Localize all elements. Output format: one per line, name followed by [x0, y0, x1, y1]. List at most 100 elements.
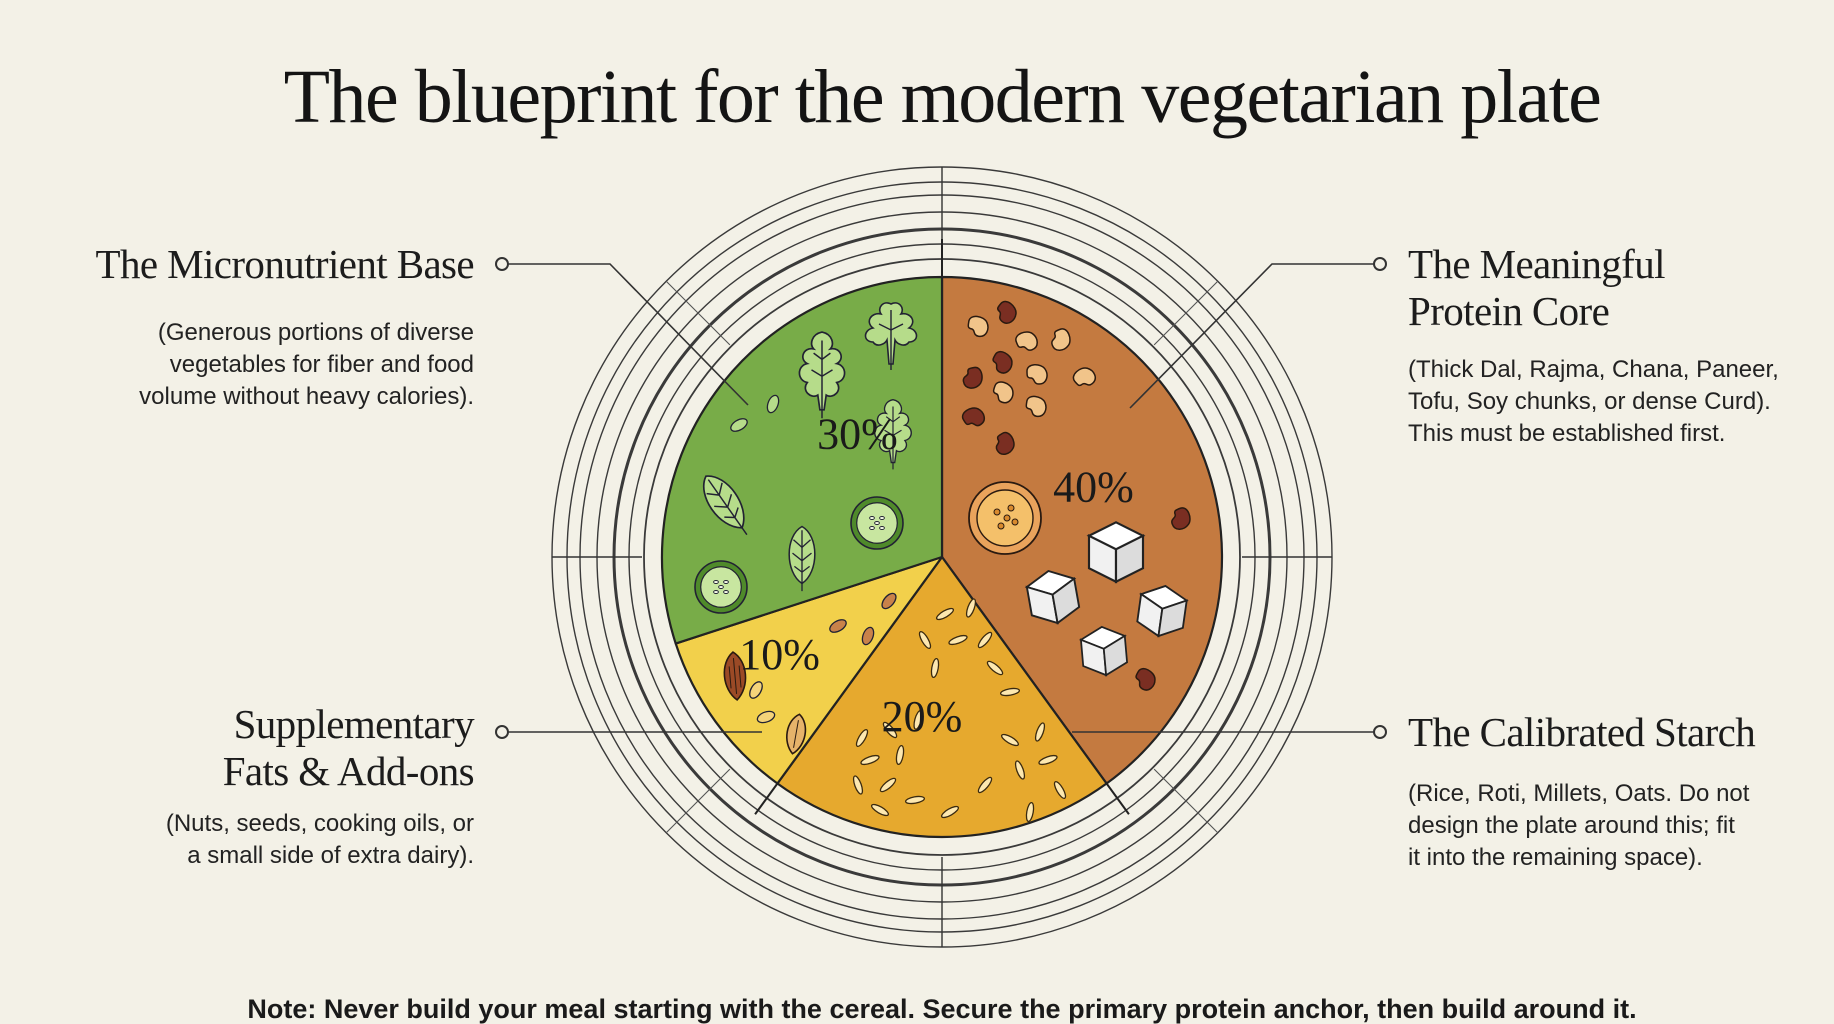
- seed-icon: [861, 626, 875, 646]
- callout-heading-line: Supplementary: [234, 701, 476, 747]
- spinach-icon: [703, 475, 748, 536]
- pie-slice-fats: [674, 555, 944, 785]
- callout-description-line: (Nuts, seeds, cooking oils, or: [166, 810, 474, 837]
- callout-heading-starch: The Calibrated Starch: [1408, 709, 1755, 755]
- bean-icon: [1072, 367, 1096, 387]
- paneer-cube-icon: [1078, 625, 1128, 677]
- rice-grain-icon: [855, 728, 869, 748]
- bean-icon: [1025, 395, 1047, 418]
- percentage-labels: 40% 20% 10% 30%: [739, 410, 1134, 742]
- bean-icon: [1026, 364, 1048, 385]
- pct-label-fats: 10%: [739, 630, 820, 679]
- rice-grain-icon: [977, 631, 993, 649]
- pct-label-micronutrient: 30%: [817, 410, 898, 459]
- bean-icon: [962, 366, 983, 389]
- bean-shape: [1026, 364, 1048, 385]
- callout-heading-line: Fats & Add-ons: [223, 748, 474, 794]
- bean-shape: [1025, 395, 1047, 418]
- lettuce-icon: [798, 331, 846, 419]
- callout-heading-protein: The Meaningful Protein Core: [1408, 241, 1665, 334]
- basil-icon: [874, 399, 912, 470]
- seed-icon: [766, 394, 780, 414]
- leaf-icon: [788, 525, 816, 592]
- callout-description-line: (Thick Dal, Rajma, Chana, Paneer,: [1408, 356, 1779, 383]
- cube-right: [1114, 534, 1145, 584]
- leader-dot-starch: [1373, 725, 1387, 739]
- plate-rim-tick: [665, 280, 731, 346]
- cucumber-slice-icon: [694, 560, 748, 614]
- almond-ridges: [728, 658, 742, 694]
- rice-grain-icon: [918, 630, 932, 650]
- bean-icon: [1051, 328, 1071, 351]
- rice-grain-icon: [913, 710, 923, 730]
- bean-shape: [1072, 367, 1096, 387]
- rice-grain-icon: [999, 687, 1021, 697]
- rice-grain-icon: [870, 803, 890, 817]
- callout-heading-line: The Calibrated Starch: [1408, 709, 1755, 755]
- bean-shape: [992, 350, 1013, 374]
- almond-icon: [786, 713, 807, 755]
- almond-ridges: [793, 720, 799, 748]
- footer-note: Note: Never build your meal starting wit…: [247, 994, 1636, 1024]
- rice-grain-icon: [1000, 733, 1020, 747]
- page-title: The blueprint for the modern vegetarian …: [284, 55, 1601, 139]
- cucumber-seed: [869, 516, 875, 520]
- rice-grain-icon: [986, 660, 1004, 676]
- dal-lentil: [997, 522, 1005, 530]
- leader-line-protein: [1129, 263, 1380, 409]
- callout-heading-line: The Meaningful: [1408, 241, 1665, 287]
- paneer-cube-icon: [1024, 569, 1081, 625]
- callout-description-line: Tofu, Soy chunks, or dense Curd).: [1408, 388, 1771, 415]
- rice-grain-icon: [879, 777, 897, 793]
- rice-grain-icon: [930, 657, 940, 679]
- leader-dot-micronutrient: [495, 257, 509, 271]
- cucumber-seed: [869, 526, 875, 530]
- dal-lentil: [1003, 514, 1011, 522]
- callout-starch: The Calibrated Starch (Rice, Roti, Millet…: [1408, 709, 1756, 871]
- cube-right: [1051, 576, 1081, 625]
- seed-icon: [749, 681, 763, 699]
- bean-shape: [996, 300, 1017, 324]
- pct-label-protein: 40%: [1053, 463, 1134, 512]
- cucumber-seed: [713, 580, 719, 584]
- bean-icon: [1171, 507, 1191, 530]
- slice-divider: [1105, 782, 1130, 815]
- leader-dot-protein: [1373, 257, 1387, 271]
- bean-icon: [1135, 667, 1156, 691]
- rice-grain-icon: [1025, 801, 1035, 823]
- dal-lentil: [1011, 518, 1019, 526]
- callout-leader-lines: [495, 257, 1387, 739]
- paneer-cube-icon: [1086, 521, 1146, 584]
- bean-shape: [995, 431, 1015, 456]
- leaf-veins: [706, 479, 748, 536]
- callouts: The Micronutrient Base (Generous portions…: [96, 241, 1779, 871]
- bean-shape: [967, 315, 989, 338]
- callout-description-line: vegetables for fiber and food: [170, 351, 474, 378]
- callout-description-line: This must be established first.: [1408, 420, 1725, 447]
- pie-slice-starch: [776, 555, 1108, 839]
- rice-grain-icon: [1053, 780, 1067, 800]
- cucumber-seed: [723, 580, 729, 584]
- almond-icon: [723, 651, 747, 701]
- callout-micronutrient: The Micronutrient Base (Generous portions…: [96, 241, 475, 410]
- rice-grain-icon: [860, 754, 880, 766]
- cucumber-slice-icon: [850, 496, 904, 550]
- bean-shape: [1135, 667, 1156, 691]
- cucumber-seed: [879, 516, 885, 520]
- rice-grain-icon: [895, 744, 905, 766]
- callout-description-starch: (Rice, Roti, Millets, Oats. Do not design…: [1408, 780, 1750, 871]
- callout-description-protein: (Thick Dal, Rajma, Chana, Paneer, Tofu, S…: [1408, 356, 1779, 447]
- bean-icon: [996, 300, 1017, 324]
- leaf-veins: [792, 530, 812, 592]
- paneer-cube-icon: [1136, 584, 1189, 638]
- bean-icon: [1015, 331, 1038, 351]
- callout-description-line: a small side of extra dairy).: [187, 842, 474, 869]
- callout-description-fats: (Nuts, seeds, cooking oils, or a small si…: [166, 810, 474, 869]
- cube-right: [1157, 599, 1188, 638]
- leader-dot-fats: [495, 725, 509, 739]
- pct-label-starch: 20%: [882, 692, 963, 741]
- callout-heading-line: The Micronutrient Base: [96, 241, 474, 287]
- pie-slice-protein: [940, 275, 1224, 785]
